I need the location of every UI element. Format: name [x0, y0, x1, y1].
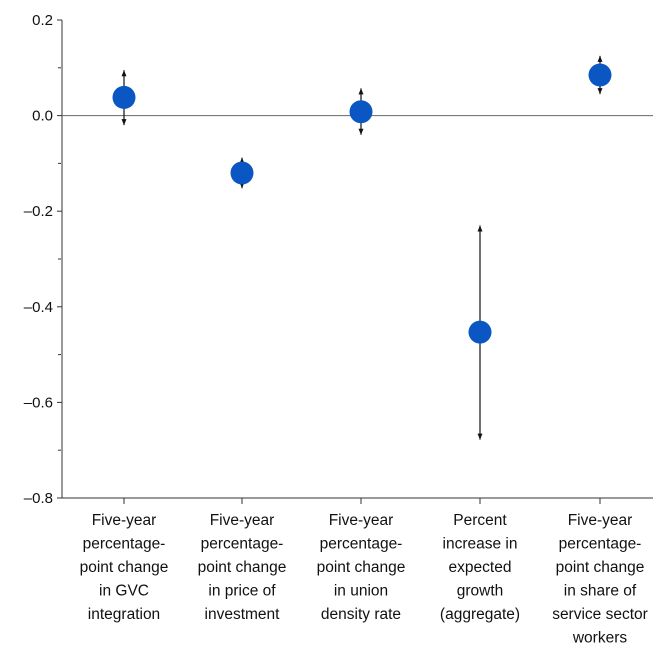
category-label: Percent increase in expected growth (aggrega…: [440, 512, 520, 623]
category-label-line: Five-year: [210, 512, 275, 529]
category-label-line: in GVC: [99, 583, 149, 600]
y-tick-label: 0.2: [32, 12, 53, 29]
error-bar-cap-bottom: [597, 88, 603, 95]
point-marker: [349, 100, 373, 124]
category-label-line: in union: [334, 583, 388, 600]
category-label-line: Five-year: [92, 512, 157, 529]
category-label: Five-year percentage-point change in union…: [317, 512, 406, 623]
category-label-line: point change: [556, 559, 645, 576]
category-label-line: in share of: [564, 583, 637, 600]
error-bar-cap-top: [121, 70, 127, 77]
point-marker: [112, 85, 136, 109]
category-label-line: (aggregate): [440, 606, 520, 623]
category-label: Five-year percentage-point change in GVC in…: [80, 512, 169, 623]
error-bar-cap-bottom: [358, 128, 364, 135]
category-label-line: growth: [457, 583, 504, 600]
axes: 0.2 0.0 –0.2 –0.4 –0.6 –0.8: [24, 12, 653, 507]
y-tick-label: –0.4: [24, 299, 53, 316]
error-bar-cap-top: [597, 55, 603, 62]
y-tick-label: –0.8: [24, 490, 53, 507]
point-marker: [588, 63, 612, 87]
chart-marks: [112, 55, 612, 440]
category-label-line: point change: [80, 559, 169, 576]
category-label-line: Percent: [453, 512, 507, 529]
category-label-line: workers: [572, 630, 628, 647]
y-tick-label: –0.2: [24, 203, 53, 220]
point-marker: [468, 320, 492, 344]
y-tick-label: 0.0: [32, 108, 53, 125]
category-label-line: investment: [205, 606, 281, 623]
y-tick-label: –0.6: [24, 394, 53, 411]
error-bar-cap-bottom: [477, 433, 483, 440]
category-label-line: service sector: [552, 606, 648, 623]
category-labels: Five-year percentage-point change in GVC in…: [80, 512, 648, 647]
category-label-line: percentage-: [559, 536, 642, 553]
category-label-line: Five-year: [568, 512, 633, 529]
category-label-line: in price of: [208, 583, 276, 600]
category-label-line: point change: [317, 559, 406, 576]
category-label-line: integration: [88, 606, 160, 623]
category-label-line: Five-year: [329, 512, 394, 529]
category-label-line: percentage-: [320, 536, 403, 553]
category-label-line: expected: [449, 559, 512, 576]
category-label: Five-year percentage-point change in price…: [198, 512, 287, 623]
error-bar-cap-bottom: [121, 119, 127, 126]
category-label: Five-year percentage-point change in share…: [552, 512, 648, 647]
category-label-line: density rate: [321, 606, 401, 623]
error-bar-cap-top: [477, 225, 483, 232]
point-marker: [230, 161, 254, 185]
error-bar-cap-top: [358, 88, 364, 95]
category-label-line: percentage-: [201, 536, 284, 553]
category-label-line: increase in: [443, 536, 518, 553]
category-label-line: percentage-: [83, 536, 166, 553]
category-label-line: point change: [198, 559, 287, 576]
